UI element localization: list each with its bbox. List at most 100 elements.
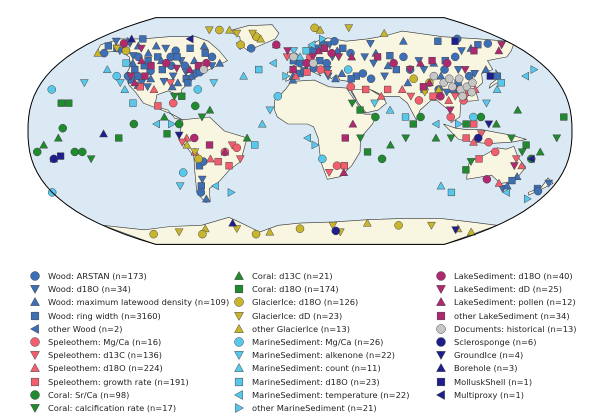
legend-marker bbox=[234, 377, 244, 386]
site-wood bbox=[246, 44, 256, 53]
site-other bbox=[228, 218, 238, 227]
site-marine bbox=[265, 106, 275, 115]
legend-label: LakeSediment: d18O (n=40) bbox=[454, 271, 573, 281]
site-lake bbox=[161, 58, 171, 68]
legend-marker-square bbox=[234, 285, 244, 294]
site-ice bbox=[256, 34, 266, 43]
site-marine bbox=[521, 71, 529, 81]
legend-marker-square bbox=[30, 377, 40, 386]
site-wood bbox=[173, 53, 181, 61]
site-lake bbox=[130, 78, 140, 87]
legend-marker-triangle-down bbox=[30, 351, 40, 361]
legend-marker bbox=[436, 271, 446, 281]
site-wood bbox=[533, 186, 543, 196]
site-other bbox=[185, 34, 194, 44]
site-lake bbox=[494, 46, 504, 55]
site-other bbox=[56, 152, 65, 160]
site-lake bbox=[137, 56, 146, 65]
legend-label: MarineSediment: count (n=11) bbox=[252, 363, 381, 374]
site-wood bbox=[453, 66, 463, 75]
site-lake bbox=[419, 83, 428, 91]
legend-marker-triangle-up bbox=[30, 363, 40, 373]
site-ice bbox=[174, 228, 184, 237]
legend-marker bbox=[234, 351, 244, 361]
site-marine bbox=[307, 40, 316, 50]
site-speleo bbox=[469, 137, 478, 146]
legend-label: Speleothem: growth rate (n=191) bbox=[48, 376, 189, 387]
site-marine bbox=[268, 58, 277, 68]
site-wood bbox=[189, 56, 199, 65]
legend-marker bbox=[234, 297, 244, 308]
site-lake bbox=[339, 168, 349, 176]
legend-marker bbox=[234, 337, 244, 347]
legend-marker bbox=[234, 285, 244, 294]
site-ice bbox=[149, 229, 158, 239]
site-wood bbox=[347, 75, 355, 83]
site-coral bbox=[242, 133, 252, 142]
legend-marker-square bbox=[436, 377, 446, 386]
site-lake bbox=[334, 53, 344, 62]
legend-marker bbox=[30, 271, 40, 281]
site-ice bbox=[204, 26, 214, 35]
site-wood bbox=[184, 79, 192, 87]
site-marine bbox=[122, 59, 130, 67]
site-wood bbox=[146, 74, 156, 83]
site-wood bbox=[161, 44, 171, 53]
legend-label: Speleothem: d18O (n=224) bbox=[48, 363, 163, 374]
legend-label: other MarineSediment (n=21) bbox=[252, 403, 377, 413]
site-marine bbox=[436, 181, 446, 190]
site-coral bbox=[163, 130, 171, 138]
site-coral bbox=[466, 158, 476, 167]
site-marine bbox=[210, 181, 219, 191]
site-marine bbox=[251, 141, 259, 149]
legend-marker-circle bbox=[436, 337, 446, 347]
site-wood bbox=[450, 52, 460, 62]
site-coral bbox=[205, 105, 215, 114]
site-lake bbox=[373, 53, 382, 61]
site-wood bbox=[322, 58, 332, 68]
site-ice bbox=[112, 44, 122, 53]
site-ice bbox=[190, 148, 200, 157]
site-speleo bbox=[232, 143, 242, 153]
site-coral bbox=[159, 112, 169, 121]
site-wood bbox=[442, 88, 452, 97]
site-wood bbox=[159, 77, 169, 86]
site-marine bbox=[530, 65, 539, 74]
site-coral bbox=[371, 112, 380, 122]
site-speleo bbox=[397, 84, 407, 93]
legend-marker bbox=[436, 324, 446, 334]
map-canvas bbox=[27, 17, 573, 245]
site-ice bbox=[362, 218, 372, 227]
site-coral bbox=[462, 120, 470, 128]
site-wood bbox=[483, 39, 493, 48]
legend-marker bbox=[30, 297, 40, 307]
site-ice bbox=[409, 74, 418, 83]
site-speleo bbox=[235, 155, 245, 164]
legend-label: MarineSediment: d18O (n=23) bbox=[252, 376, 380, 387]
site-speleo bbox=[225, 162, 233, 170]
legend-marker-circle bbox=[30, 271, 40, 281]
legend-marker bbox=[29, 323, 39, 334]
site-wood bbox=[201, 194, 211, 203]
legend-marker-circle bbox=[30, 337, 40, 347]
site-speleo bbox=[340, 162, 348, 170]
site-wood bbox=[104, 42, 113, 50]
legend-marker bbox=[233, 389, 243, 400]
site-coral bbox=[377, 154, 387, 164]
site-ice bbox=[198, 229, 207, 239]
site-coral bbox=[70, 147, 80, 157]
site-ice bbox=[182, 140, 192, 149]
legend-label: other GlacierIce (n=13) bbox=[252, 323, 350, 334]
site-marine bbox=[151, 119, 160, 129]
legend-label: Wood: ARSTAN (n=173) bbox=[48, 271, 147, 281]
legend-marker bbox=[30, 285, 40, 295]
site-wood bbox=[180, 61, 190, 70]
site-coral bbox=[115, 134, 123, 142]
site-speleo bbox=[149, 84, 159, 93]
site-wood bbox=[464, 71, 474, 81]
site-wood bbox=[399, 52, 408, 62]
legend-marker-triangle-up bbox=[234, 270, 244, 280]
legend-marker-circle bbox=[436, 271, 446, 281]
site-other bbox=[486, 72, 494, 80]
site-lake bbox=[509, 162, 519, 171]
